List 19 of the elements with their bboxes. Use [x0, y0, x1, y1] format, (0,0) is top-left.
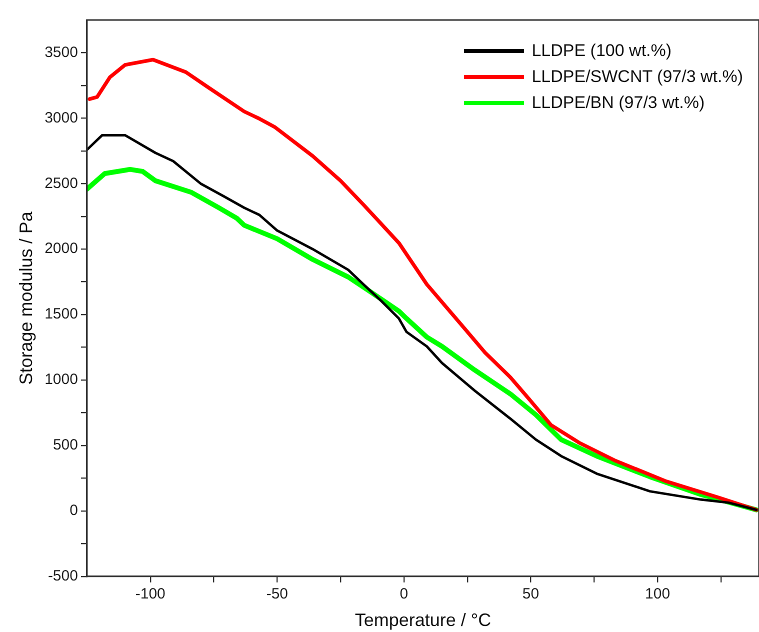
y-tick-label: 3000 [44, 109, 78, 126]
y-tick-label: 1500 [44, 306, 78, 323]
x-tick-label: 0 [400, 586, 408, 603]
legend-label: LLDPE (100 wt.%) [532, 41, 672, 61]
x-tick-label: 100 [645, 586, 670, 603]
y-tick-label: -500 [48, 568, 78, 585]
y-tick-label: 500 [52, 436, 78, 454]
x-axis-title: Temperature / °C [354, 610, 492, 630]
y-tick-label: 0 [70, 502, 78, 520]
y-tick-label: 3500 [44, 44, 78, 61]
y-axis-title: Storage modulus / Pa [16, 210, 36, 385]
x-tick-label: 50 [522, 586, 540, 603]
x-tick-label: -100 [135, 586, 166, 603]
x-tick-label: -50 [266, 586, 288, 603]
y-tick-label: 1000 [44, 371, 78, 388]
legend-label: LLDPE/BN (97/3 wt.%) [532, 93, 705, 113]
y-tick-label: 2000 [44, 240, 78, 258]
y-tick-label: 2500 [44, 174, 78, 192]
legend-label: LLDPE/SWCNT (97/3 wt.%) [532, 67, 743, 87]
